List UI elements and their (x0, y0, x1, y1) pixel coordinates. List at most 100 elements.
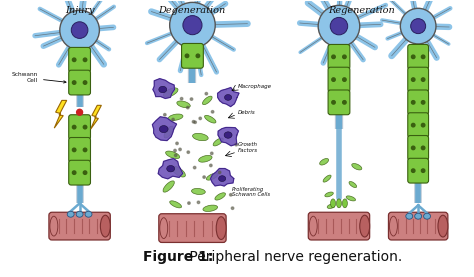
Ellipse shape (360, 215, 370, 237)
Polygon shape (54, 100, 67, 128)
Ellipse shape (332, 55, 335, 58)
Ellipse shape (172, 118, 174, 121)
Ellipse shape (332, 101, 335, 104)
Ellipse shape (187, 106, 189, 109)
Ellipse shape (67, 211, 74, 217)
Ellipse shape (50, 216, 58, 236)
Ellipse shape (323, 175, 331, 182)
Ellipse shape (174, 154, 177, 157)
Ellipse shape (172, 166, 185, 177)
Ellipse shape (60, 10, 100, 50)
Ellipse shape (164, 88, 178, 97)
FancyBboxPatch shape (389, 212, 448, 240)
Ellipse shape (199, 117, 201, 120)
Ellipse shape (170, 2, 215, 48)
Ellipse shape (85, 211, 92, 217)
Ellipse shape (410, 19, 426, 34)
Ellipse shape (352, 163, 362, 170)
Ellipse shape (411, 101, 415, 104)
Ellipse shape (211, 111, 214, 113)
Ellipse shape (401, 8, 436, 44)
FancyBboxPatch shape (69, 137, 91, 162)
Ellipse shape (187, 151, 190, 153)
Text: Growth
Factors: Growth Factors (238, 142, 258, 153)
FancyBboxPatch shape (408, 135, 428, 160)
Text: Figure 1:: Figure 1: (143, 250, 213, 264)
Ellipse shape (71, 22, 88, 39)
Ellipse shape (225, 94, 232, 100)
Polygon shape (91, 105, 101, 129)
Ellipse shape (176, 142, 178, 145)
Ellipse shape (342, 199, 347, 208)
Ellipse shape (406, 213, 413, 219)
Ellipse shape (83, 125, 87, 129)
Ellipse shape (319, 158, 328, 165)
Ellipse shape (188, 202, 190, 204)
Ellipse shape (159, 86, 167, 93)
FancyBboxPatch shape (69, 160, 91, 185)
Ellipse shape (183, 16, 202, 35)
Ellipse shape (325, 192, 333, 197)
Text: Macrophage: Macrophage (238, 84, 272, 89)
Ellipse shape (213, 138, 223, 146)
Ellipse shape (411, 123, 415, 127)
Ellipse shape (76, 211, 83, 217)
Ellipse shape (219, 176, 226, 181)
Ellipse shape (174, 149, 176, 152)
Polygon shape (218, 88, 239, 107)
FancyBboxPatch shape (328, 44, 350, 69)
Ellipse shape (203, 176, 205, 178)
FancyBboxPatch shape (182, 43, 203, 68)
FancyBboxPatch shape (408, 113, 428, 137)
Ellipse shape (224, 132, 232, 138)
FancyBboxPatch shape (49, 212, 110, 240)
FancyBboxPatch shape (328, 90, 350, 115)
Ellipse shape (192, 133, 208, 141)
Ellipse shape (411, 169, 415, 172)
Ellipse shape (205, 93, 208, 95)
Ellipse shape (163, 181, 174, 192)
Ellipse shape (309, 216, 317, 236)
Text: Degeneration: Degeneration (158, 6, 225, 15)
Ellipse shape (216, 217, 226, 240)
Text: Proliferating
Schwann Cells: Proliferating Schwann Cells (232, 187, 270, 198)
Ellipse shape (411, 78, 415, 81)
FancyBboxPatch shape (328, 67, 350, 92)
Ellipse shape (181, 98, 183, 100)
Ellipse shape (231, 207, 234, 209)
Ellipse shape (177, 101, 190, 108)
Ellipse shape (346, 196, 356, 201)
Ellipse shape (192, 120, 195, 123)
Ellipse shape (203, 205, 218, 211)
Ellipse shape (77, 109, 82, 115)
Ellipse shape (73, 148, 76, 152)
Ellipse shape (337, 199, 341, 208)
FancyBboxPatch shape (408, 158, 428, 183)
Text: Injury: Injury (65, 6, 94, 15)
Ellipse shape (100, 215, 110, 237)
Ellipse shape (170, 201, 182, 208)
Ellipse shape (421, 55, 425, 58)
Ellipse shape (210, 164, 212, 167)
Ellipse shape (199, 155, 212, 162)
Ellipse shape (197, 201, 200, 204)
Ellipse shape (73, 125, 76, 129)
Ellipse shape (190, 98, 193, 100)
Ellipse shape (206, 173, 218, 180)
Ellipse shape (330, 199, 336, 208)
Ellipse shape (318, 5, 360, 47)
Ellipse shape (210, 152, 213, 155)
FancyBboxPatch shape (69, 47, 91, 72)
Ellipse shape (330, 17, 348, 35)
FancyBboxPatch shape (408, 67, 428, 92)
Ellipse shape (165, 151, 180, 159)
FancyBboxPatch shape (308, 212, 370, 240)
Ellipse shape (215, 193, 226, 200)
FancyBboxPatch shape (69, 70, 91, 95)
FancyBboxPatch shape (69, 115, 91, 140)
FancyBboxPatch shape (408, 90, 428, 115)
Ellipse shape (415, 213, 422, 219)
Ellipse shape (205, 115, 216, 123)
Ellipse shape (83, 81, 87, 84)
Text: Regeneration: Regeneration (328, 6, 395, 15)
